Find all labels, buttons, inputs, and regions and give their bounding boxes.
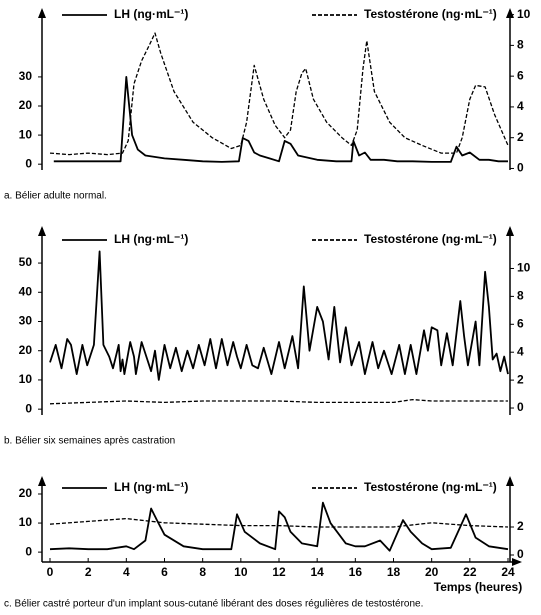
x-tick-label: 10 <box>234 565 248 579</box>
y2-tick-label: 6 <box>517 316 524 330</box>
legend-label: Testostérone (ng·mL⁻¹) <box>364 480 497 494</box>
y-tick-label: 30 <box>19 69 33 83</box>
x-tick-label: 2 <box>85 565 92 579</box>
y2-tick-label: 0 <box>517 161 524 175</box>
series-line <box>53 76 508 163</box>
series-line <box>49 501 509 552</box>
x-tick-label: 20 <box>425 565 439 579</box>
legend-label: LH (ng·mL⁻¹) <box>114 232 188 246</box>
legend-label: LH (ng·mL⁻¹) <box>114 7 188 21</box>
y2-tick-label: 6 <box>517 68 524 82</box>
y-tick-label: 50 <box>19 255 33 269</box>
y2-tick-label: 10 <box>517 7 531 21</box>
y-tick-label: 20 <box>19 98 33 112</box>
x-tick-label: 0 <box>47 565 54 579</box>
y-tick-label: 0 <box>25 401 32 415</box>
y2-tick-label: 2 <box>517 519 524 533</box>
axis-arrow <box>38 8 46 18</box>
axis-arrow <box>506 476 514 486</box>
x-tick-label: 14 <box>310 565 324 579</box>
axis-arrow <box>506 8 514 18</box>
series-line <box>49 517 509 528</box>
x-tick-label: 18 <box>387 565 401 579</box>
y2-tick-label: 10 <box>517 261 531 275</box>
axis-arrow <box>512 558 522 566</box>
y-tick-label: 20 <box>19 343 33 357</box>
axis-arrow <box>506 226 514 236</box>
y-tick-label: 10 <box>19 127 33 141</box>
x-tick-label: 12 <box>272 565 286 579</box>
y2-tick-label: 4 <box>517 344 524 358</box>
x-axis-label: Temps (heures) <box>434 580 522 594</box>
x-tick-label: 8 <box>199 565 206 579</box>
legend-label: Testostérone (ng·mL⁻¹) <box>364 7 497 21</box>
y2-tick-label: 8 <box>517 289 524 303</box>
legend-label: Testostérone (ng·mL⁻¹) <box>364 232 497 246</box>
y-tick-label: 10 <box>19 372 33 386</box>
y-tick-label: 10 <box>19 515 33 529</box>
y-tick-label: 20 <box>19 486 33 500</box>
x-tick-label: 16 <box>349 565 363 579</box>
y2-tick-label: 4 <box>517 99 524 113</box>
y-tick-label: 0 <box>25 156 32 170</box>
x-tick-label: 22 <box>463 565 477 579</box>
y2-tick-label: 2 <box>517 130 524 144</box>
axis-arrow <box>38 476 46 486</box>
caption: c. Bélier castré porteur d'un implant so… <box>4 599 423 610</box>
x-tick-label: 24 <box>501 565 515 579</box>
series-line <box>49 250 509 381</box>
legend-label: LH (ng·mL⁻¹) <box>114 480 188 494</box>
axis-arrow <box>38 226 46 236</box>
caption: b. Bélier six semaines après castration <box>4 436 175 447</box>
x-tick-label: 6 <box>161 565 168 579</box>
y-tick-label: 30 <box>19 314 33 328</box>
y2-tick-label: 0 <box>517 547 524 561</box>
y2-tick-label: 8 <box>517 38 524 52</box>
series-line <box>49 398 508 405</box>
caption: a. Bélier adulte normal. <box>4 191 107 202</box>
x-tick-label: 4 <box>123 565 130 579</box>
y-tick-label: 40 <box>19 284 33 298</box>
y-tick-label: 0 <box>25 544 32 558</box>
y2-tick-label: 2 <box>517 372 524 386</box>
series-line <box>49 32 509 156</box>
y2-tick-label: 0 <box>517 400 524 414</box>
